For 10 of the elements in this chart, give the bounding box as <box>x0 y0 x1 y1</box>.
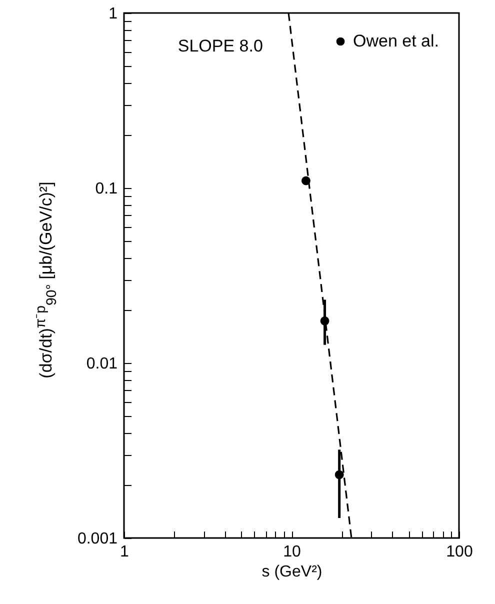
annotation: SLOPE 8.0 <box>178 36 263 56</box>
x-tick-label: 100 <box>446 544 473 560</box>
x-tick-label: 10 <box>283 544 301 560</box>
y-tick-label: 0.001 <box>77 530 118 548</box>
legend-label: Owen et al. <box>353 32 439 50</box>
y-tick-label: 0.01 <box>86 356 118 372</box>
x-axis-title: s (GeV²) <box>262 564 322 580</box>
y-tick-label: 0.1 <box>95 180 118 198</box>
y-tick-label: 1 <box>108 6 118 22</box>
x-tick-label: 1 <box>120 544 130 560</box>
